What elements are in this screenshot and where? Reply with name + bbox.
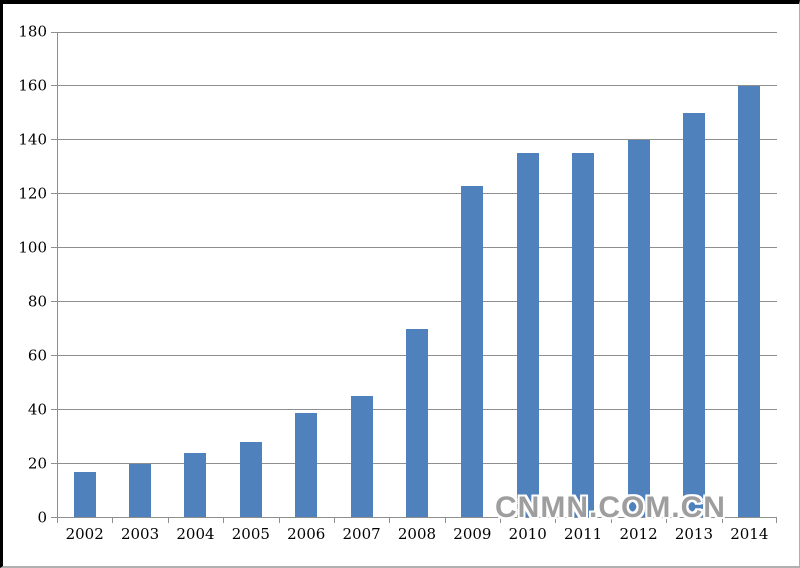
x-tick-mark <box>500 518 501 523</box>
y-tick-mark <box>51 517 57 518</box>
y-tick-mark <box>51 32 57 33</box>
y-tick-mark <box>51 85 57 86</box>
x-tick-mark <box>334 518 335 523</box>
x-tick-label: 2004 <box>176 525 215 543</box>
y-tick-label: 160 <box>18 76 47 95</box>
x-tick-mark <box>666 518 667 523</box>
x-tick-mark <box>168 518 169 523</box>
bar <box>295 413 317 518</box>
x-tick-mark <box>722 518 723 523</box>
y-tick-label: 120 <box>18 184 47 203</box>
bar <box>184 453 206 518</box>
bar <box>461 186 483 518</box>
x-tick-mark <box>223 518 224 523</box>
x-tick-label: 2014 <box>730 525 769 543</box>
y-tick-mark <box>51 139 57 140</box>
bar <box>406 329 428 518</box>
gridline <box>57 301 777 302</box>
plot-area: 0 20 40 60 80 100 120 140 160 180 2002 2003 2004 2005… <box>18 24 777 542</box>
x-tick-mark <box>389 518 390 523</box>
gridline <box>57 85 777 86</box>
x-tick-mark <box>112 518 113 523</box>
x-tick-label: 2006 <box>287 525 326 543</box>
x-tick-label: 2008 <box>397 525 437 543</box>
x-tick-mark <box>611 518 612 523</box>
gridline <box>57 139 777 140</box>
y-tick-label: 140 <box>18 130 47 149</box>
gridline <box>57 32 777 33</box>
labels-layer: 0 20 40 60 80 100 120 140 160 180 2002 2003 2004 2005… <box>18 24 777 542</box>
y-tick-label: 80 <box>27 292 47 311</box>
y-tick-mark <box>51 463 57 464</box>
x-axis-line <box>57 517 777 518</box>
x-tick-label: 2005 <box>231 525 270 543</box>
bars-layer <box>57 32 777 518</box>
gridline <box>57 193 777 194</box>
x-tick-label: 2009 <box>453 525 492 543</box>
axes-layer <box>57 32 777 518</box>
watermark: CNMN.COM.CN <box>495 491 726 524</box>
bar <box>240 442 262 518</box>
y-tick-label: 20 <box>27 454 47 473</box>
x-tick-mark <box>279 518 280 523</box>
gridline <box>57 247 777 248</box>
y-tick-label: 180 <box>18 22 47 41</box>
y-tick-label: 100 <box>18 238 47 257</box>
x-tick-mark <box>555 518 556 523</box>
x-tick-label: 2013 <box>674 525 713 543</box>
x-tick-label: 2007 <box>342 525 381 543</box>
y-tick-mark <box>51 355 57 356</box>
y-tick-label: 40 <box>27 400 47 419</box>
x-tick-mark <box>445 518 446 523</box>
x-tick-label: 2011 <box>564 525 603 543</box>
bar <box>351 396 373 518</box>
x-tick-label: 2003 <box>120 525 160 543</box>
y-tick-mark <box>51 301 57 302</box>
x-tick-label: 2012 <box>619 525 658 543</box>
y-axis-line <box>57 32 58 518</box>
y-tick-label: 60 <box>27 346 47 365</box>
x-tick-mark <box>776 518 777 523</box>
x-tick-label: 2002 <box>65 525 104 543</box>
bar <box>517 153 539 518</box>
x-tick-label: 2010 <box>508 525 547 543</box>
bar <box>683 113 705 518</box>
bar <box>628 140 650 518</box>
bar <box>74 472 96 518</box>
bar <box>738 86 760 518</box>
y-tick-mark <box>51 193 57 194</box>
y-tick-mark <box>51 247 57 248</box>
bar <box>129 464 151 518</box>
y-tick-label: 0 <box>37 508 47 527</box>
bar <box>572 153 594 518</box>
x-tick-mark <box>57 518 58 523</box>
y-tick-mark <box>51 409 57 410</box>
